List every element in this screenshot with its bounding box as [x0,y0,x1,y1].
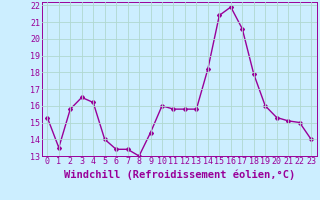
X-axis label: Windchill (Refroidissement éolien,°C): Windchill (Refroidissement éolien,°C) [64,169,295,180]
